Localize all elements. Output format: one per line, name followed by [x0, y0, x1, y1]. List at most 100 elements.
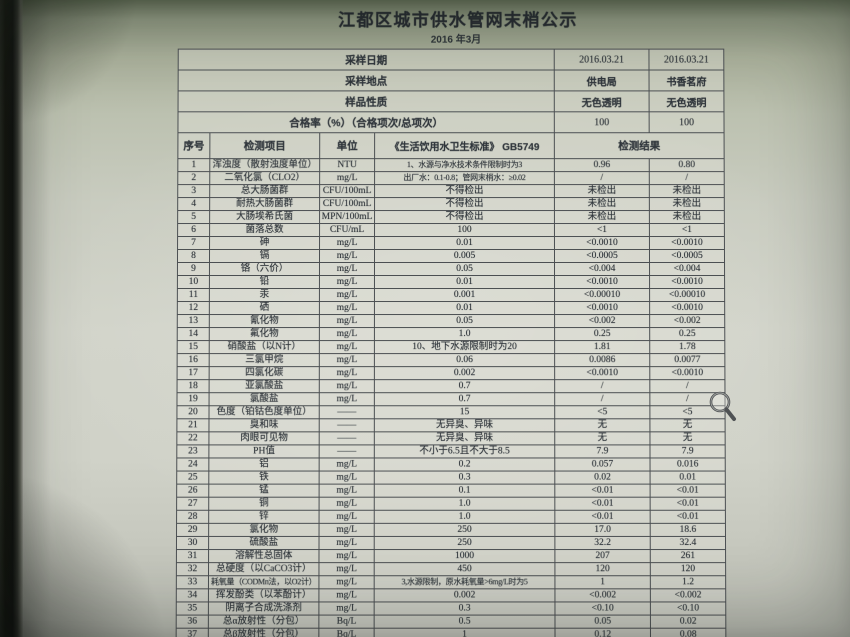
row-item: 阴离子合成洗涤剂 — [208, 601, 319, 616]
row-result-1: 1 — [554, 575, 651, 589]
row-unit: mg/L — [319, 327, 375, 341]
row-standard: 0.002 — [374, 588, 555, 602]
table-row: 31 溶解性总固体 mg/L 1000 207 261 — [176, 549, 726, 563]
sample-property-value-1: 无色透明 — [554, 90, 650, 112]
row-no: 28 — [176, 510, 209, 524]
row-unit: Bq/L — [318, 628, 375, 637]
row-no: 21 — [176, 418, 209, 432]
row-result-2: 0.25 — [649, 327, 725, 341]
row-no: 4 — [177, 197, 210, 211]
row-result-2: 0.01 — [650, 471, 726, 485]
table-row: 17 四氯化碳 mg/L 0.002 <0.0010 <0.0010 — [177, 366, 725, 380]
row-no: 24 — [176, 457, 209, 472]
row-standard: 0.001 — [374, 288, 555, 302]
row-no: 6 — [177, 223, 210, 237]
row-result-1: 32.2 — [554, 536, 651, 550]
row-item: 铬（六价） — [209, 262, 320, 276]
row-standard: 1、水源与净水技术条件限制时为3 — [374, 158, 555, 172]
row-unit: —— — [319, 418, 375, 432]
row-result-2: / — [649, 392, 726, 406]
row-no: 26 — [176, 484, 209, 498]
row-item: 氯酸盐 — [209, 392, 320, 406]
row-standard: 1.0 — [374, 327, 555, 341]
pass-rate-value-1: 100 — [554, 111, 650, 133]
table-row: 33 耗氧量（CODMn法，以O2计） mg/L 3,水源限制，原水耗氧量>6mg/L… — [176, 575, 726, 589]
table-row: 1 浑浊度（散射浊度单位） NTU 1、水源与净水技术条件限制时为3 0.96 0.80 — [177, 158, 725, 172]
row-standard: 不得检出 — [374, 184, 555, 198]
row-result-2: <0.00010 — [649, 288, 725, 302]
row-unit: mg/L — [319, 510, 375, 524]
row-result-1: 17.0 — [554, 523, 651, 537]
row-no: 20 — [176, 405, 210, 419]
row-result-1: / — [554, 392, 650, 406]
row-unit: mg/L — [319, 457, 375, 472]
table-row: 14 氟化物 mg/L 1.0 0.25 0.25 — [177, 327, 725, 341]
row-item: PH值 — [208, 444, 320, 458]
row-standard: 15 — [374, 405, 555, 419]
row-result-2: <5 — [649, 405, 726, 419]
row-standard: 0.05 — [374, 262, 555, 276]
row-unit: mg/L — [319, 484, 375, 498]
row-result-2: 0.08 — [650, 628, 726, 637]
row-result-2: 7.9 — [649, 444, 726, 458]
row-unit: mg/L — [319, 497, 375, 511]
row-item: 总β放射性（分包） — [208, 628, 319, 637]
row-result-1: <0.004 — [554, 262, 650, 276]
row-no: 25 — [176, 471, 209, 485]
row-no: 5 — [177, 210, 210, 224]
row-result-1: 未检出 — [554, 197, 650, 211]
row-item: 二氧化氯（CLO2） — [209, 171, 320, 185]
table-row: 11 汞 mg/L 0.001 <0.00010 <0.00010 — [177, 288, 725, 302]
row-unit: mg/L — [319, 301, 375, 315]
row-item: 四氯化碳 — [209, 366, 320, 380]
row-item: 铝 — [208, 457, 320, 472]
sampling-date-value-1: 2016.03.21 — [554, 49, 650, 71]
row-result-2: / — [649, 379, 725, 393]
row-unit: CFU/mL — [319, 223, 375, 237]
row-result-2: 32.4 — [650, 536, 726, 550]
row-unit: mg/L — [319, 379, 375, 393]
row-standard: 0.2 — [374, 457, 555, 472]
row-item: 硒 — [209, 301, 320, 315]
row-result-1: 207 — [554, 549, 651, 563]
row-unit: mg/L — [319, 275, 375, 289]
row-result-2: <0.0010 — [649, 275, 725, 289]
row-unit: mg/L — [318, 562, 375, 576]
row-no: 34 — [176, 588, 209, 602]
row-standard: 0.06 — [374, 353, 555, 367]
row-standard: 无异臭、异味 — [374, 418, 555, 432]
row-unit: mg/L — [318, 575, 375, 589]
row-no: 13 — [177, 314, 210, 328]
row-standard: 1.0 — [374, 510, 555, 524]
table-row: 13 氰化物 mg/L 0.05 <0.002 <0.002 — [177, 314, 725, 328]
row-result-2: <0.01 — [650, 484, 726, 498]
row-item: 铅 — [209, 275, 320, 289]
row-unit: mg/L — [319, 340, 375, 354]
table-row: 10 铅 mg/L 0.01 <0.0010 <0.0010 — [177, 275, 725, 289]
row-no: 18 — [177, 379, 210, 393]
row-standard: 1000 — [374, 549, 555, 563]
info-row-sampling-location: 采样地点 供电局 书香茗府 — [178, 70, 724, 91]
row-result-1: <0.01 — [554, 484, 651, 498]
row-result-2: <0.002 — [649, 314, 725, 328]
row-standard: 1 — [374, 628, 556, 637]
row-unit: mg/L — [319, 353, 375, 367]
row-result-2: 0.0077 — [649, 353, 725, 367]
row-item: 菌落总数 — [209, 223, 320, 237]
row-result-2: <0.01 — [650, 497, 726, 511]
col-header-standard: 《生活饮用水卫生标准》 GB5749 — [374, 132, 555, 159]
row-item: 肉眼可见物 — [208, 431, 320, 445]
row-unit: mg/L — [318, 601, 375, 616]
table-row: 6 菌落总数 CFU/mL 100 <1 <1 — [177, 223, 725, 237]
row-result-2: 1.2 — [650, 575, 726, 589]
col-header-result: 检测结果 — [554, 132, 725, 159]
row-item: 锰 — [208, 484, 320, 498]
water-quality-table: 采样日期 2016.03.21 2016.03.21 采样地点 供电局 书香茗府… — [175, 48, 727, 637]
row-unit: mg/L — [318, 549, 375, 563]
row-no: 29 — [176, 523, 209, 537]
row-item: 锌 — [208, 510, 320, 524]
table-row: 15 硝酸盐（以N计） mg/L 10、地下水源限制时为20 1.81 1.78 — [177, 340, 725, 354]
row-standard: 0.7 — [374, 379, 555, 393]
row-unit: mg/L — [319, 236, 375, 250]
